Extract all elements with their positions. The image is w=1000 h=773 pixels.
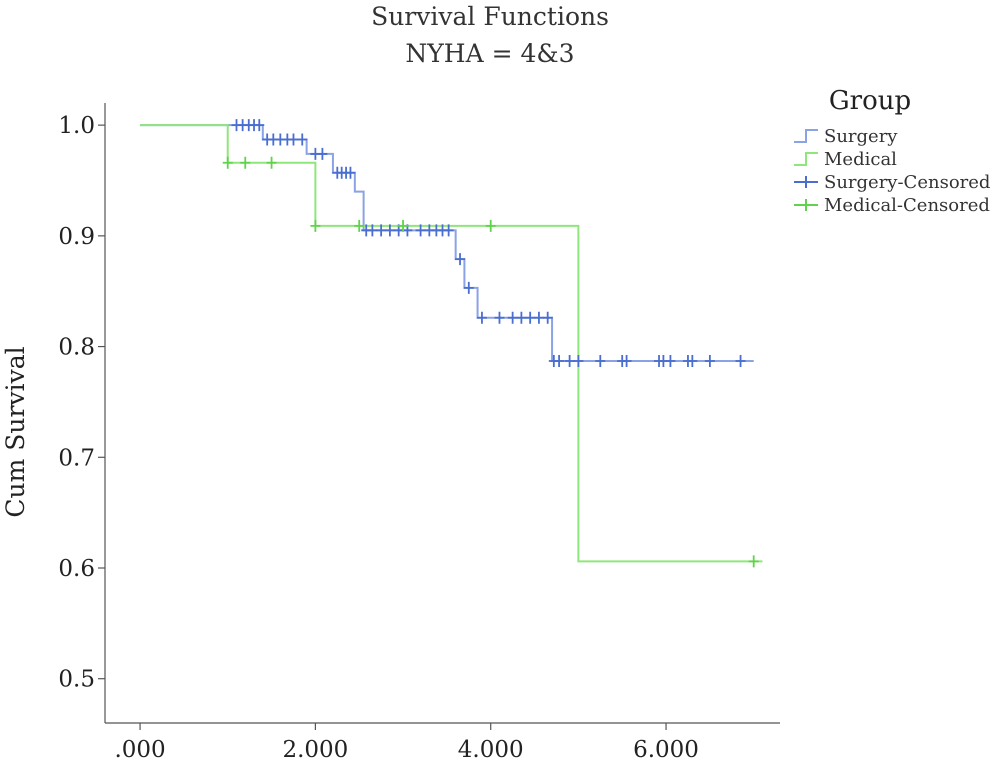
surgery-censor-mark: [516, 311, 527, 324]
surgery-censor-mark: [345, 166, 356, 179]
x-tick-label: 2.000: [282, 737, 348, 763]
y-tick-label: 0.9: [58, 224, 95, 250]
medical-censor-mark: [485, 219, 496, 232]
y-tick-label: 1.0: [58, 113, 95, 139]
surgery-censor-mark: [665, 354, 676, 367]
y-tick-label: 0.6: [58, 556, 95, 582]
surgery-censor-mark: [367, 224, 378, 237]
surgery-censor-mark: [507, 311, 518, 324]
surgery-censor-mark: [476, 311, 487, 324]
legend-label-surgery-censored: Surgery-Censored: [824, 172, 990, 193]
surgery-survival-line: [140, 124, 754, 362]
surgery-censor-mark: [463, 281, 474, 294]
legend: Group SurgeryMedicalSurgery-CensoredMedi…: [794, 86, 990, 216]
surgery-censor-mark: [297, 133, 308, 146]
medical-censor-mark: [310, 219, 321, 232]
medical-censor-mark: [748, 555, 759, 568]
medical-censor-mark: [222, 156, 233, 169]
plot-area: 1.0 0.9 0.8 0.7 0.6 0.5 .000 2.000 4.000 6.000: [58, 103, 780, 763]
surgery-censor-mark: [735, 354, 746, 367]
legend-label-surgery: Surgery: [824, 126, 898, 147]
surgery-censor-mark: [494, 311, 505, 324]
surgery-censor-mark: [317, 147, 328, 160]
medical-survival-line: [140, 124, 763, 563]
surgery-censor-mark: [621, 354, 632, 367]
x-tick-label: .000: [114, 737, 165, 763]
surgery-censor-mark: [573, 354, 584, 367]
surgery-censor-mark: [554, 354, 565, 367]
surgery-censor-mark: [595, 354, 606, 367]
surgery-censor-mark: [542, 311, 553, 324]
surgery-censor-mark: [376, 224, 387, 237]
surgery-censor-mark: [687, 354, 698, 367]
legend-title: Group: [829, 86, 911, 116]
chart-title: Survival Functions: [371, 2, 609, 31]
medical-censor-mark: [240, 156, 251, 169]
legend-swatch-surgery-censored: [794, 176, 818, 188]
legend-label-medical-censored: Medical-Censored: [824, 195, 990, 216]
surgery-censor-mark: [415, 224, 426, 237]
legend-swatch-surgery: [794, 129, 818, 143]
y-tick-label: 0.7: [58, 445, 95, 471]
legend-swatch-medical-censored: [794, 199, 818, 211]
y-tick-label: 0.8: [58, 335, 95, 361]
medical-censor-mark: [398, 219, 409, 232]
x-tick-label: 4.000: [458, 737, 524, 763]
surgery-censor-mark: [704, 354, 715, 367]
surgery-censor-mark: [288, 133, 299, 146]
medical-censor-mark: [266, 156, 277, 169]
y-tick-label: 0.5: [58, 667, 95, 693]
legend-swatch-medical: [794, 152, 818, 166]
surgery-censor-mark: [533, 311, 544, 324]
surgery-censor-mark: [443, 224, 454, 237]
legend-label-medical: Medical: [824, 149, 897, 170]
surgery-censor-mark: [564, 354, 575, 367]
y-axis-label: Cum Survival: [1, 346, 30, 517]
surgery-censor-mark: [254, 119, 265, 132]
surgery-censor-mark: [525, 311, 536, 324]
surgery-censor-mark: [384, 224, 395, 237]
medical-censor-mark: [354, 219, 365, 232]
x-tick-label: 6.000: [633, 737, 699, 763]
chart-subtitle: NYHA = 4&3: [405, 39, 574, 68]
surgery-censor-mark: [455, 253, 466, 266]
